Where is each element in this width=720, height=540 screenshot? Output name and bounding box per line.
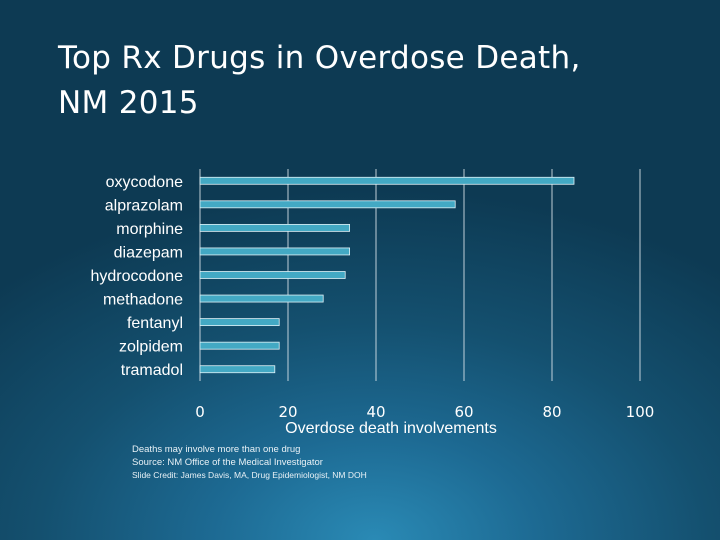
bar-methadone — [199, 294, 324, 303]
bar-morphine — [199, 223, 351, 232]
category-label-oxycodone: oxycodone — [106, 174, 183, 191]
x-tick-60: 60 — [454, 403, 473, 421]
bar-diazepam — [199, 247, 351, 256]
category-label-fentanyl: fentanyl — [127, 315, 183, 332]
category-label-hydrocodone: hydrocodone — [90, 268, 183, 285]
category-label-methadone: methadone — [103, 292, 183, 309]
x-tick-20: 20 — [278, 403, 297, 421]
x-tick-40: 40 — [366, 403, 385, 421]
x-axis-label: Overdose death involvements — [285, 420, 497, 437]
bar-alprazolam — [199, 200, 456, 209]
note-slide-credit: Slide Credit: James Davis, MA, Drug Epid… — [132, 470, 367, 480]
slide-title-line-2: NM 2015 — [58, 85, 199, 121]
category-label-diazepam: diazepam — [114, 244, 183, 261]
slide-notes: Deaths may involve more than one drug So… — [132, 443, 367, 482]
x-tick-labels: 0 20 40 60 80 100 — [195, 403, 654, 421]
chart-bars — [199, 176, 575, 374]
category-label-zolpidem: zolpidem — [119, 339, 183, 356]
category-label-morphine: morphine — [116, 221, 183, 238]
x-tick-0: 0 — [195, 403, 205, 421]
note-source: Source: NM Office of the Medical Investi… — [132, 457, 323, 468]
bar-hydrocodone — [199, 271, 346, 279]
bar-tramadol — [199, 365, 276, 374]
category-label-tramadol: tramadol — [121, 362, 183, 379]
bar-oxycodone — [199, 176, 575, 185]
slide-title: Top Rx Drugs in Overdose Death, NM 2015 — [58, 36, 658, 126]
note-multiple-drugs: Deaths may involve more than one drug — [132, 444, 301, 455]
slide-title-line-1: Top Rx Drugs in Overdose Death, — [58, 40, 581, 76]
category-label-alprazolam: alprazolam — [105, 197, 183, 214]
x-tick-100: 100 — [626, 403, 655, 421]
bar-fentanyl — [199, 318, 280, 327]
bar-zolpidem — [199, 341, 280, 350]
x-tick-80: 80 — [542, 403, 561, 421]
category-labels: oxycodone alprazolam morphine diazepam hydro… — [90, 174, 183, 379]
